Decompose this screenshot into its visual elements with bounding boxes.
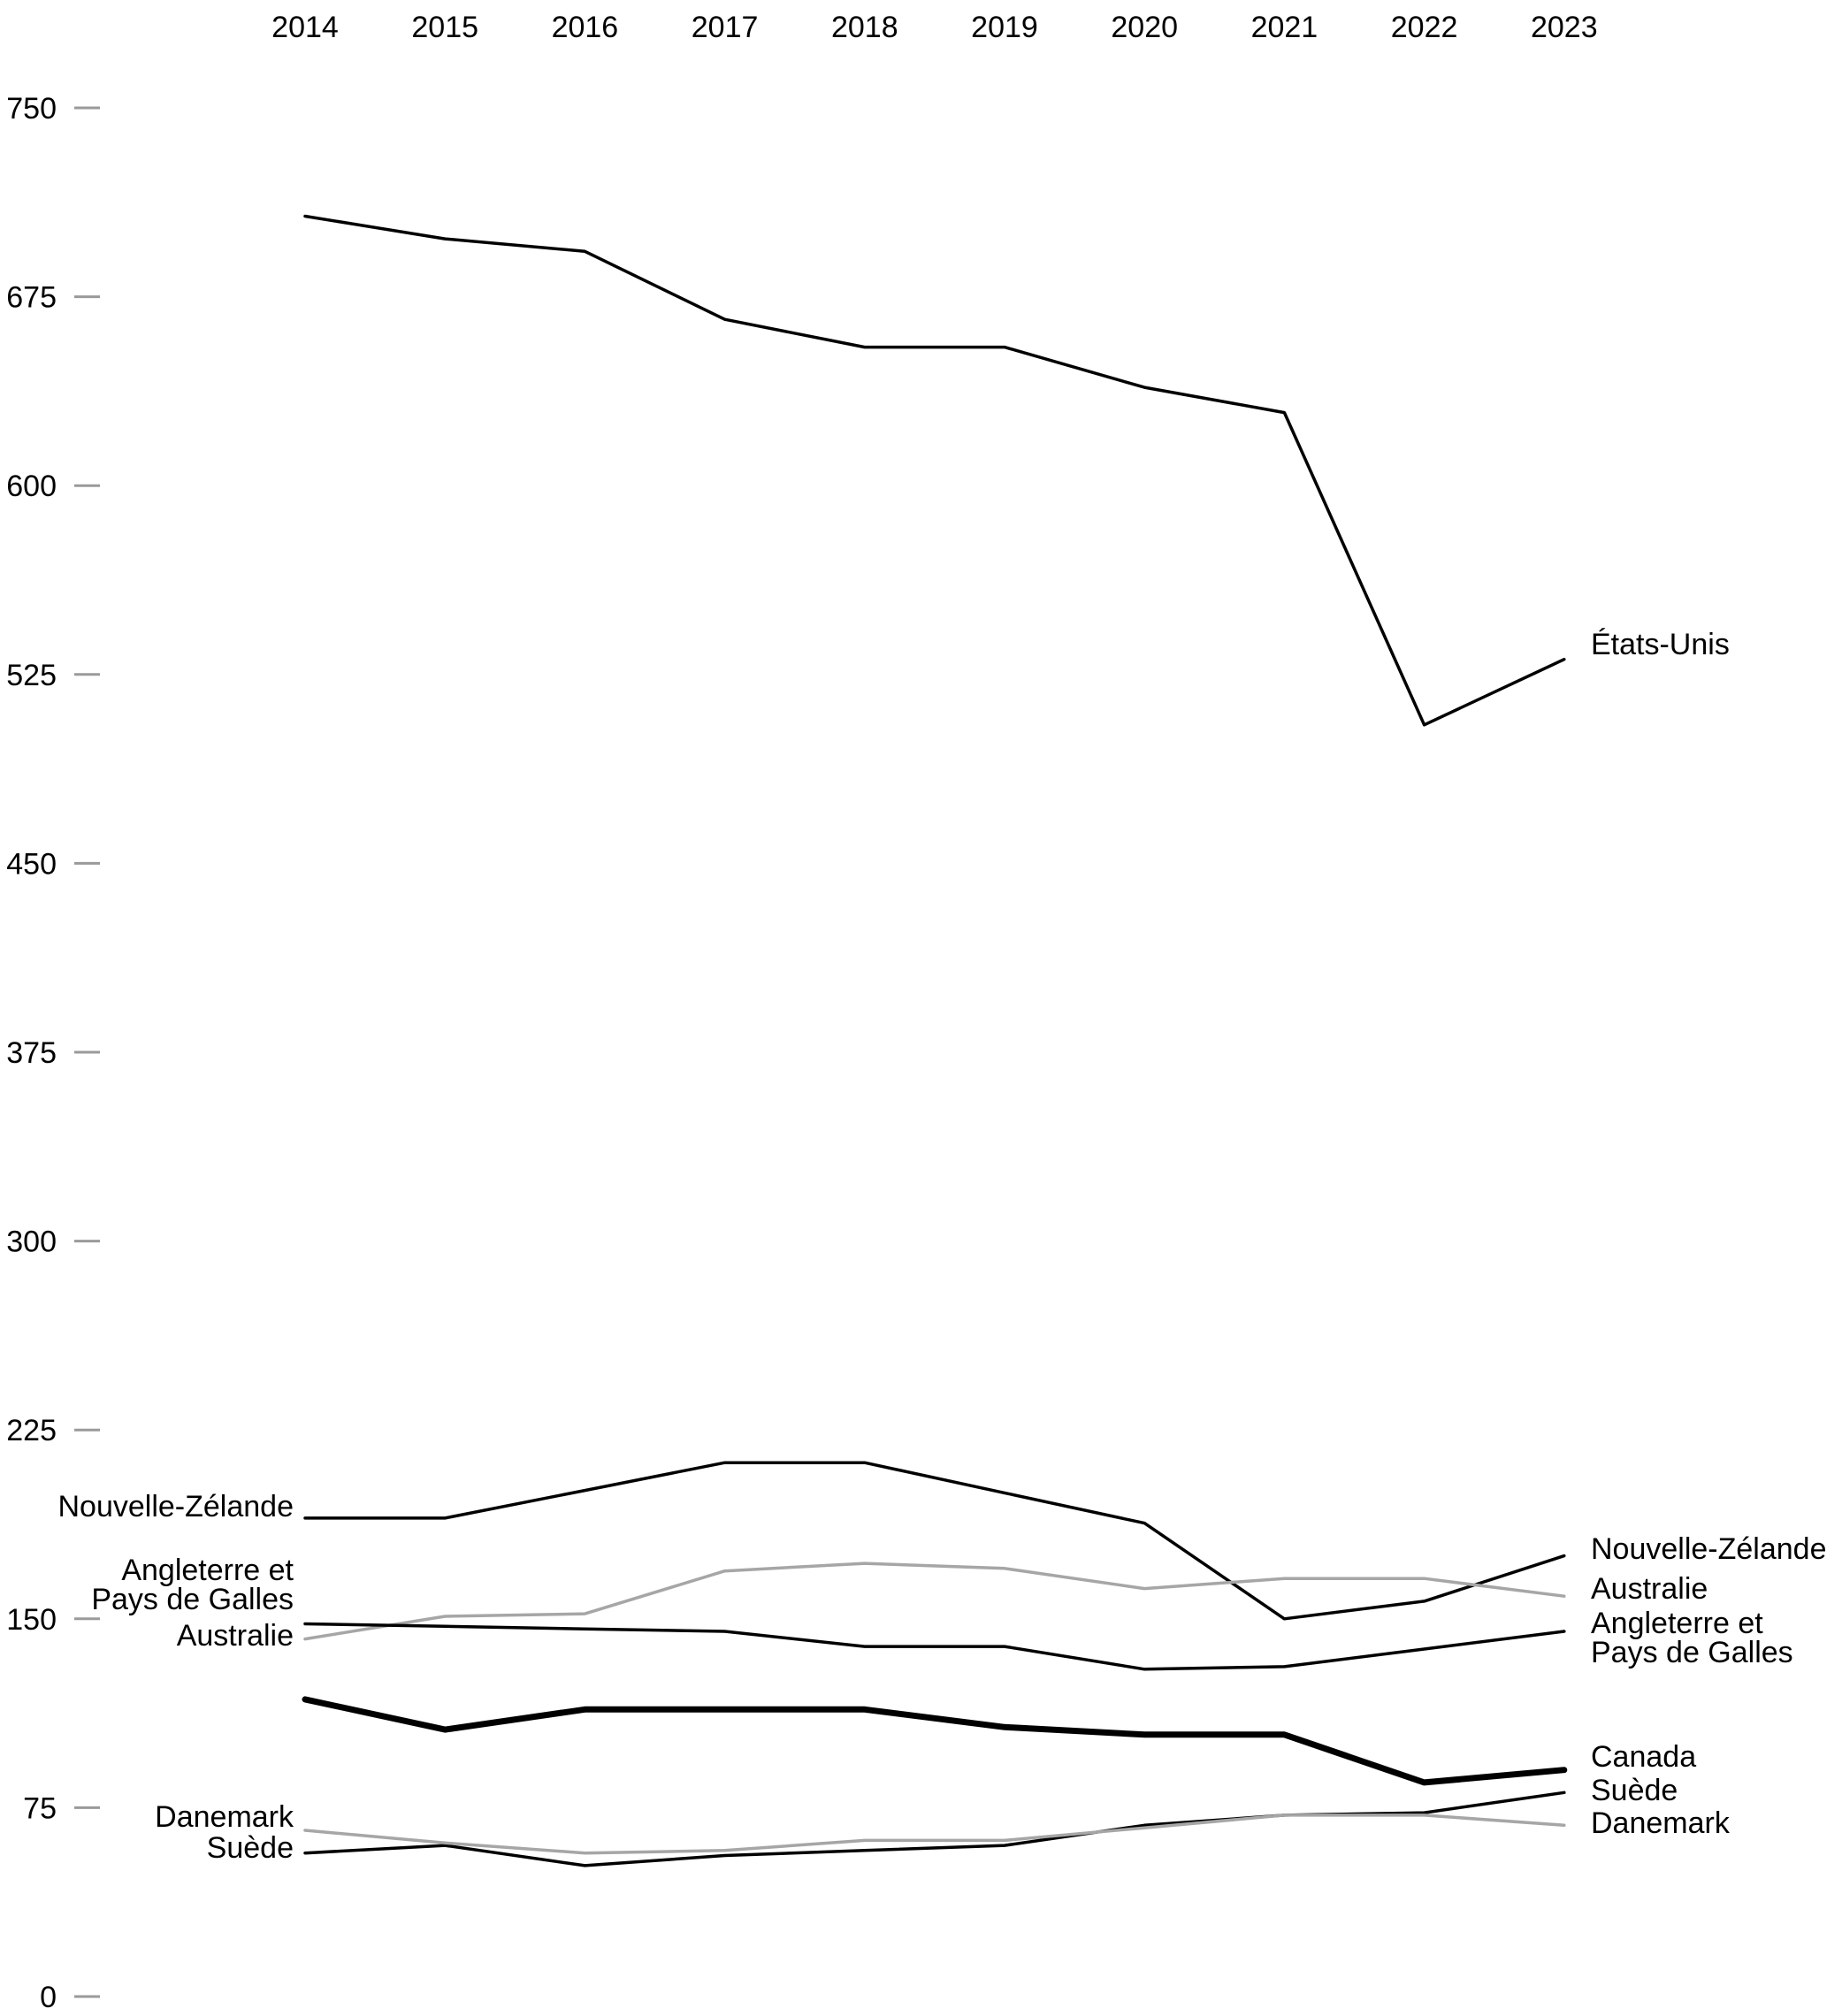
series-line-suede	[303, 1791, 1566, 1867]
x-tick-label-2017: 2017	[692, 11, 759, 44]
x-tick-label-2016: 2016	[552, 11, 619, 44]
series-label-right-line: Australie	[1591, 1572, 1708, 1606]
series-label-right-line: Canada	[1591, 1740, 1696, 1774]
series-label-right-canada: Canada	[1591, 1740, 1696, 1774]
x-tick-label-2023: 2023	[1531, 11, 1598, 44]
series-label-left-angleterre-et-pays-de-galles: Angleterre et Pays de Galles	[91, 1554, 294, 1616]
series-label-left-line: Australie	[177, 1619, 294, 1653]
x-axis-year-labels: 2014 2015 2016 2017 2018 2019 2020 2021 2022 2023	[271, 11, 1597, 44]
x-tick-label-2022: 2022	[1391, 11, 1458, 44]
series-label-left-suede: Suède	[207, 1831, 294, 1865]
series-label-right-etats-unis: États-Unis	[1591, 628, 1730, 661]
series-line-australie	[303, 1562, 1566, 1641]
x-tick-label-2018: 2018	[831, 11, 898, 44]
x-tick-label-2020: 2020	[1111, 11, 1178, 44]
y-tick-label-0: 0	[40, 1981, 57, 2014]
y-tick-label-525: 525	[6, 659, 57, 692]
series-lines	[302, 214, 1568, 1867]
series-line-angleterre-et-pays-de-galles	[303, 1622, 1566, 1671]
series-line-nouvelle-zelande	[303, 1461, 1566, 1621]
series-line-danemark	[303, 1814, 1566, 1855]
series-label-left-australie: Australie	[177, 1619, 294, 1653]
series-label-right-line: Angleterre et	[1591, 1607, 1763, 1640]
y-tick-label-75: 75	[23, 1791, 57, 1825]
y-tick-label-600: 600	[6, 470, 57, 503]
y-tick-label-750: 750	[6, 92, 57, 126]
y-tick-label-300: 300	[6, 1226, 57, 1259]
series-label-right-angleterre-et-pays-de-galles: Angleterre et Pays de Galles	[1591, 1607, 1793, 1669]
y-tick-label-150: 150	[6, 1603, 57, 1637]
series-label-left-nouvelle-zelande: Nouvelle-Zélande	[58, 1490, 294, 1523]
series-label-right-nouvelle-zelande: Nouvelle-Zélande	[1591, 1532, 1827, 1566]
x-tick-label-2014: 2014	[271, 11, 339, 44]
y-tick-label-450: 450	[6, 847, 57, 881]
series-label-right-line: Nouvelle-Zélande	[1591, 1532, 1827, 1566]
y-tick-label-375: 375	[6, 1036, 57, 1070]
series-label-right-danemark: Danemark	[1591, 1806, 1731, 1840]
series-label-left-line: Nouvelle-Zélande	[58, 1490, 294, 1523]
x-tick-label-2021: 2021	[1251, 11, 1318, 44]
y-tick-label-675: 675	[6, 281, 57, 315]
series-label-right-line: Suède	[1591, 1774, 1678, 1807]
series-label-right-line: États-Unis	[1591, 628, 1730, 661]
series-label-left-line: Suède	[207, 1831, 294, 1865]
series-label-right-line: Pays de Galles	[1591, 1636, 1793, 1669]
series-label-left-danemark: Danemark	[155, 1800, 294, 1834]
y-tick-label-225: 225	[6, 1414, 57, 1447]
series-label-left-line: Angleterre et	[121, 1554, 294, 1587]
x-tick-label-2015: 2015	[411, 11, 478, 44]
series-label-right-suede: Suède	[1591, 1774, 1678, 1807]
series-line-etats-unis	[303, 214, 1566, 727]
series-label-right-australie: Australie	[1591, 1572, 1708, 1606]
series-label-left-line: Pays de Galles	[91, 1583, 294, 1616]
series-labels: États-Unis Nouvelle-Zélande Nouvelle-Zélan…	[58, 628, 1827, 1865]
series-line-canada	[302, 1696, 1568, 1786]
series-label-left-line: Danemark	[155, 1800, 294, 1834]
x-tick-label-2019: 2019	[971, 11, 1038, 44]
series-label-right-line: Danemark	[1591, 1806, 1731, 1840]
